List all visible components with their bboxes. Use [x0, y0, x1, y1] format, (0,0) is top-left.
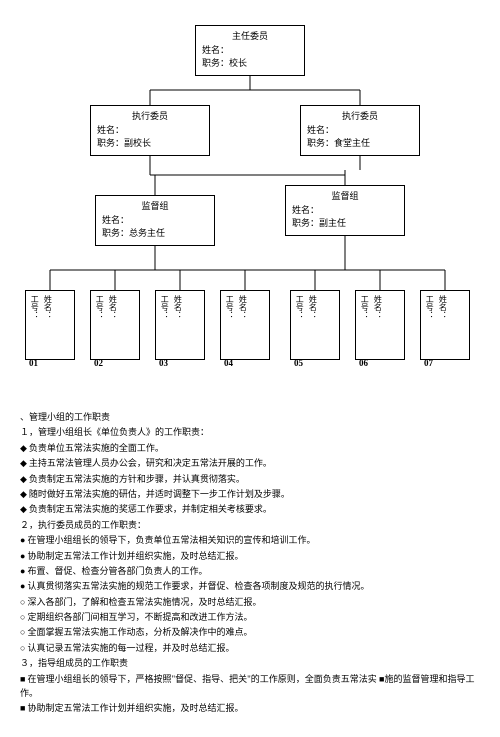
node-title: 监督组: [102, 200, 208, 214]
line: ２，执行委员成员的工作职责：: [20, 518, 480, 532]
leaf-num: 02: [94, 357, 136, 370]
leaf-col1: 工号：: [159, 295, 170, 355]
line: 认真贯彻落实五常法实施的规范工作要求，并督促、检查各项制度及规范的执行情况。: [20, 579, 480, 593]
leaf-col2: 姓名：: [237, 295, 248, 355]
heading: 、管理小组的工作职责: [20, 410, 480, 424]
leaf-node: 工号：姓名：02: [90, 290, 140, 360]
line: 布置、督促、检查分管各部门负责人的工作。: [20, 564, 480, 578]
node-name: 姓名：: [292, 204, 398, 218]
node-title: 主任委员: [202, 30, 298, 44]
node-exec-right: 执行委员 姓名： 职务：食堂主任: [300, 105, 420, 156]
line: 负责制定五常法实施的奖惩工作要求，并制定相关考核要求。: [20, 502, 480, 516]
node-duty: 职务：总务主任: [102, 227, 208, 241]
node-top: 主任委员 姓名： 职务：校长: [195, 25, 305, 76]
line: １，管理小组组长《单位负责人》的工作职责：: [20, 425, 480, 439]
leaf-col2: 姓名：: [437, 295, 448, 355]
leaf-col2: 姓名：: [372, 295, 383, 355]
leaf-node: 工号：姓名：04: [220, 290, 270, 360]
line: 深入各部门，了解和检查五常法实施情况，及时总结汇报。: [20, 595, 480, 609]
node-exec-left: 执行委员 姓名： 职务：副校长: [90, 105, 210, 156]
leaf-node: 工号：姓名：01: [25, 290, 75, 360]
leaf-col1: 工号：: [29, 295, 40, 355]
line: 主持五常法管理人员办公会，研究和决定五常法开展的工作。: [20, 456, 480, 470]
line: 认真记录五常法实施的每一过程，并及时总结汇报。: [20, 641, 480, 655]
leaf-col1: 工号：: [359, 295, 370, 355]
line: 在管理小组组长的领导下，严格按照"督促、指导、把关"的工作原则，全面负责五常法实…: [20, 672, 480, 701]
duties-text: 、管理小组的工作职责 １，管理小组组长《单位负责人》的工作职责： 负责单位五常法…: [20, 410, 480, 716]
leaf-node: 工号：姓名：07: [420, 290, 470, 360]
node-title: 监督组: [292, 190, 398, 204]
node-name: 姓名：: [307, 124, 413, 138]
leaf-col2: 姓名：: [307, 295, 318, 355]
node-name: 姓名：: [202, 44, 298, 58]
leaf-col1: 工号：: [224, 295, 235, 355]
leaf-node: 工号：姓名：03: [155, 290, 205, 360]
node-sup-right: 监督组 姓名： 职务：副主任: [285, 185, 405, 236]
node-duty: 职务：副主任: [292, 217, 398, 231]
node-name: 姓名：: [102, 214, 208, 228]
node-title: 执行委员: [307, 110, 413, 124]
leaf-num: 01: [29, 357, 71, 370]
leaf-col2: 姓名：: [42, 295, 53, 355]
leaf-col1: 工号：: [94, 295, 105, 355]
leaf-node: 工号：姓名：05: [290, 290, 340, 360]
leaf-col1: 工号：: [294, 295, 305, 355]
line: 随时做好五常法实施的研估，并适时调整下一步工作计划及步骤。: [20, 487, 480, 501]
line: 负责制定五常法实施的方针和步骤，并认真贯彻落实。: [20, 472, 480, 486]
leaf-num: 07: [424, 357, 466, 370]
leaf-node: 工号：姓名：06: [355, 290, 405, 360]
line: 负责单位五常法实施的全面工作。: [20, 441, 480, 455]
line: 协助制定五常法工作计划并组织实施，及时总结汇报。: [20, 549, 480, 563]
node-name: 姓名：: [97, 124, 203, 138]
org-chart: 主任委员 姓名： 职务：校长 执行委员 姓名： 职务：副校长 执行委员 姓名： …: [20, 20, 480, 370]
line: 协助制定五常法工作计划并组织实施，及时总结汇报。: [20, 701, 480, 715]
leaf-col1: 工号：: [424, 295, 435, 355]
leaf-col2: 姓名：: [172, 295, 183, 355]
line: ３，指导组成员的工作职责: [20, 656, 480, 670]
leaf-num: 04: [224, 357, 266, 370]
node-sup-left: 监督组 姓名： 职务：总务主任: [95, 195, 215, 246]
line: 定期组织各部门间相互学习，不断提高和改进工作方法。: [20, 610, 480, 624]
leaf-col2: 姓名：: [107, 295, 118, 355]
node-title: 执行委员: [97, 110, 203, 124]
leaf-num: 05: [294, 357, 336, 370]
leaf-num: 06: [359, 357, 401, 370]
node-duty: 职务：食堂主任: [307, 137, 413, 151]
line: 全面掌握五常法实施工作动态，分析及解决作中的难点。: [20, 625, 480, 639]
leaf-num: 03: [159, 357, 201, 370]
node-duty: 职务：校长: [202, 57, 298, 71]
node-duty: 职务：副校长: [97, 137, 203, 151]
line: 在管理小组组长的领导下，负责单位五常法相关知识的宣传和培训工作。: [20, 533, 480, 547]
